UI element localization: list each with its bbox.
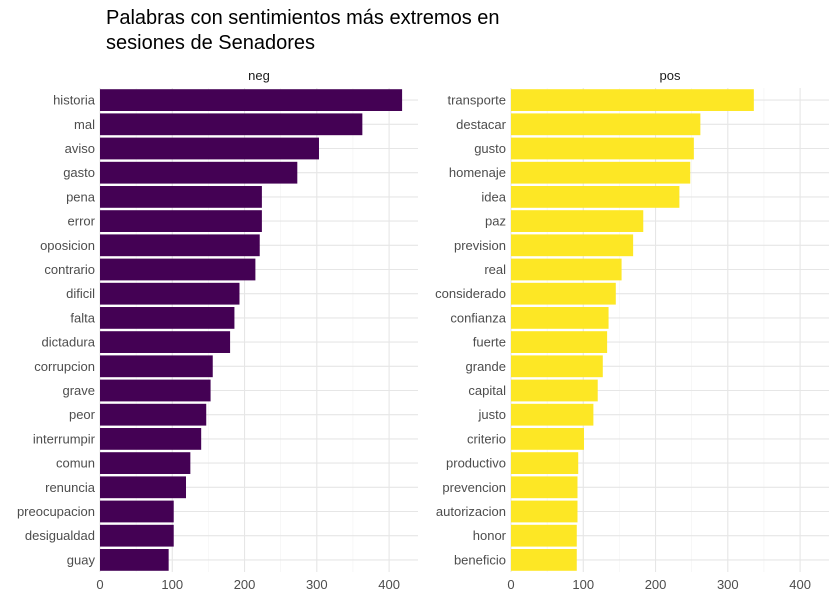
category-label: interrumpir bbox=[33, 431, 96, 446]
x-tick-label: 200 bbox=[234, 577, 256, 592]
category-label: gasto bbox=[63, 165, 95, 180]
x-tick-label: 0 bbox=[507, 577, 514, 592]
bar-neg-dictadura bbox=[100, 331, 231, 353]
category-label: idea bbox=[481, 189, 506, 204]
category-label: prevencion bbox=[442, 480, 506, 495]
category-label: oposicion bbox=[40, 238, 95, 253]
category-label: guay bbox=[67, 552, 96, 567]
bar-pos-fuerte bbox=[511, 331, 608, 353]
bar-neg-guay bbox=[100, 549, 169, 571]
bar-pos-honor bbox=[511, 524, 577, 547]
x-tick-label: 400 bbox=[378, 577, 400, 592]
chart-title: Palabras con sentimientos más extremos e… bbox=[106, 6, 500, 56]
category-label: prevision bbox=[454, 238, 506, 253]
bar-neg-dificil bbox=[100, 282, 240, 305]
bar-neg-corrupcion bbox=[100, 355, 213, 378]
bar-neg-oposicion bbox=[100, 234, 260, 257]
bar-neg-historia bbox=[100, 89, 403, 111]
category-label: homenaje bbox=[449, 165, 506, 180]
bar-neg-gasto bbox=[100, 161, 298, 184]
panel-neg: neg historia mal aviso gasto pena error oposici… bbox=[17, 68, 418, 592]
category-label: corrupcion bbox=[34, 359, 95, 374]
bar-neg-pena bbox=[100, 186, 262, 208]
x-tick-label: 300 bbox=[306, 577, 328, 592]
category-label: considerado bbox=[435, 286, 506, 301]
bar-pos-idea bbox=[511, 186, 680, 208]
category-label: real bbox=[484, 262, 506, 277]
bar-pos-beneficio bbox=[511, 549, 577, 571]
bar-pos-confianza bbox=[511, 307, 609, 329]
category-label: contrario bbox=[44, 262, 95, 277]
bar-pos-criterio bbox=[511, 428, 584, 450]
bar-neg-contrario bbox=[100, 258, 256, 281]
category-label: capital bbox=[468, 383, 506, 398]
bar-neg-error bbox=[100, 210, 262, 232]
bar-pos-real bbox=[511, 258, 622, 281]
category-label: mal bbox=[74, 117, 95, 132]
bar-neg-grave bbox=[100, 379, 211, 402]
x-tick-label: 100 bbox=[161, 577, 183, 592]
category-label: autorizacion bbox=[436, 504, 506, 519]
bar-pos-homenaje bbox=[511, 161, 691, 184]
bar-pos-justo bbox=[511, 403, 594, 426]
bar-pos-grande bbox=[511, 355, 603, 378]
bar-neg-mal bbox=[100, 113, 363, 136]
category-label: falta bbox=[70, 310, 95, 325]
strip-label-pos: pos bbox=[660, 68, 681, 83]
bar-neg-peor bbox=[100, 403, 207, 426]
category-label: transporte bbox=[447, 93, 506, 108]
category-label: aviso bbox=[65, 141, 95, 156]
category-label: confianza bbox=[450, 310, 506, 325]
bar-pos-gusto bbox=[511, 137, 694, 160]
category-label: destacar bbox=[456, 117, 507, 132]
bar-pos-prevision bbox=[511, 234, 634, 257]
category-label: pena bbox=[66, 189, 96, 204]
category-label: dificil bbox=[66, 286, 95, 301]
category-label: paz bbox=[485, 214, 506, 229]
x-tick-label: 0 bbox=[96, 577, 103, 592]
strip-label-neg: neg bbox=[248, 68, 270, 83]
bar-neg-aviso bbox=[100, 137, 319, 160]
bar-neg-falta bbox=[100, 307, 235, 329]
category-label: fuerte bbox=[473, 335, 506, 350]
x-tick-label: 300 bbox=[717, 577, 739, 592]
category-label: criterio bbox=[467, 431, 506, 446]
bar-pos-productivo bbox=[511, 452, 579, 474]
category-label: justo bbox=[478, 407, 506, 422]
category-label: desigualdad bbox=[25, 528, 95, 543]
panel-pos: pos transporte destacar gusto homenaje idea pa… bbox=[435, 68, 829, 592]
category-label: dictadura bbox=[42, 335, 96, 350]
bar-neg-renuncia bbox=[100, 476, 187, 499]
bar-pos-transporte bbox=[511, 89, 754, 111]
category-label: honor bbox=[473, 528, 507, 543]
x-tick-label: 100 bbox=[572, 577, 594, 592]
category-label: historia bbox=[53, 93, 96, 108]
category-label: grave bbox=[62, 383, 95, 398]
chart-title-line-2: sesiones de Senadores bbox=[106, 32, 316, 54]
bar-pos-prevencion bbox=[511, 476, 578, 499]
bar-pos-destacar bbox=[511, 113, 701, 136]
category-label: productivo bbox=[446, 456, 506, 471]
category-label: beneficio bbox=[454, 552, 506, 567]
bar-pos-considerado bbox=[511, 282, 616, 305]
category-label: comun bbox=[56, 456, 95, 471]
bar-neg-interrumpir bbox=[100, 428, 202, 450]
bar-neg-comun bbox=[100, 452, 191, 474]
bar-neg-preocupacion bbox=[100, 500, 174, 523]
category-label: preocupacion bbox=[17, 504, 95, 519]
category-label: peor bbox=[69, 407, 96, 422]
bar-pos-capital bbox=[511, 379, 598, 402]
category-label: renuncia bbox=[45, 480, 96, 495]
bar-pos-autorizacion bbox=[511, 500, 578, 523]
bar-neg-desigualdad bbox=[100, 524, 174, 547]
bar-pos-paz bbox=[511, 210, 644, 232]
x-tick-label: 400 bbox=[789, 577, 811, 592]
chart-title-line-1: Palabras con sentimientos más extremos e… bbox=[106, 7, 500, 29]
x-tick-label: 200 bbox=[645, 577, 667, 592]
category-label: grande bbox=[466, 359, 506, 374]
category-label: error bbox=[68, 214, 96, 229]
category-label: gusto bbox=[474, 141, 506, 156]
